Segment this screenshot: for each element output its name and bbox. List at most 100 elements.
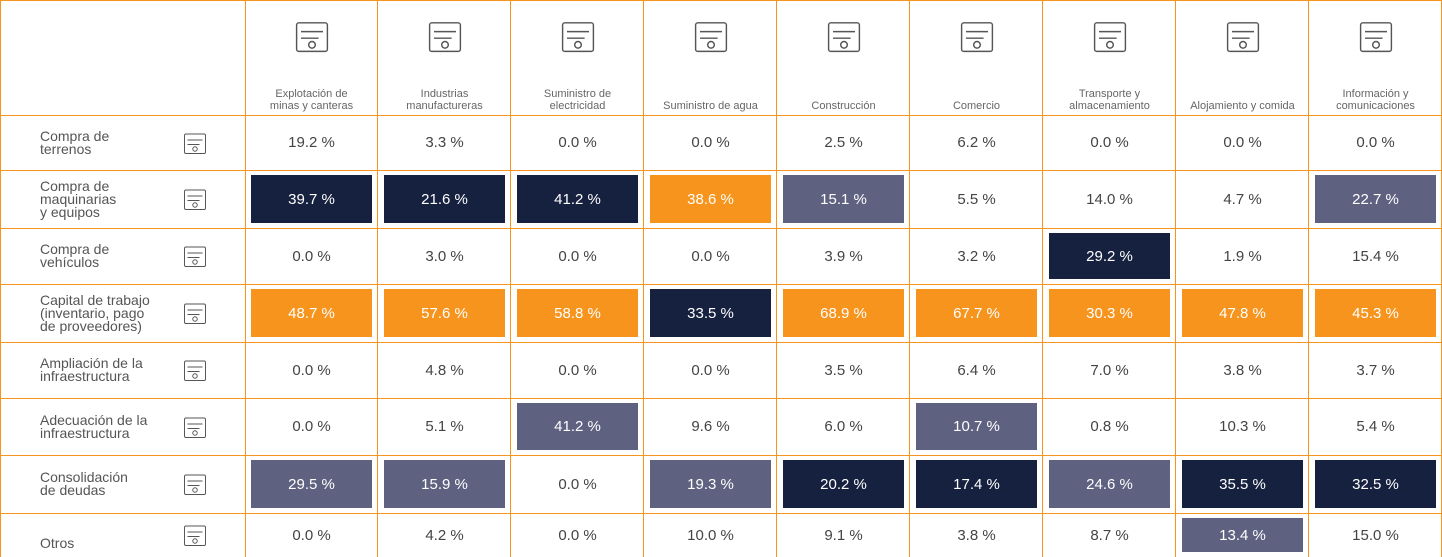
column-icon — [1221, 14, 1265, 58]
value-cell: 0.0 % — [1356, 134, 1395, 151]
value-cell: 6.4 % — [957, 361, 996, 379]
value-cell: 3.8 % — [957, 526, 996, 544]
row-border — [0, 342, 1442, 343]
row-border — [0, 0, 1442, 1]
value-cell: 24.6 % — [1049, 460, 1170, 508]
column-header: Suministro de agua — [663, 100, 758, 112]
column-border — [1042, 0, 1043, 557]
row-label: terrenos — [40, 140, 92, 157]
value-cell: 17.4 % — [916, 460, 1037, 508]
value-cell: 19.3 % — [650, 460, 771, 508]
value-cell: 3.5 % — [824, 361, 863, 379]
row-label: de deudas — [40, 482, 106, 498]
value-cell: 7.0 % — [1090, 361, 1129, 379]
value-cell: 3.9 % — [824, 247, 863, 265]
column-border — [510, 0, 511, 557]
row-label: (inventario, pago — [40, 304, 145, 321]
value-cell: 15.4 % — [1352, 247, 1399, 265]
column-header: manufactureras — [406, 100, 483, 112]
row-label: vehículos — [40, 254, 100, 270]
row-label: de proveedores) — [40, 317, 142, 334]
column-header: Explotación de — [275, 88, 348, 100]
value-cell: 22.7 % — [1315, 175, 1436, 223]
value-cell: 0.0 % — [1223, 134, 1262, 151]
row-border — [0, 455, 1442, 456]
column-header: Suministro de — [543, 88, 612, 100]
value-cell: 67.7 % — [916, 289, 1037, 337]
value-cell: 41.2 % — [517, 175, 638, 223]
column-border — [909, 0, 910, 557]
column-icon — [955, 14, 999, 58]
value-cell: 45.3 % — [1315, 289, 1436, 337]
value-cell: 4.8 % — [425, 361, 464, 379]
value-cell: 9.6 % — [691, 418, 730, 435]
value-cell: 0.0 % — [558, 134, 597, 151]
column-header: Transporte y — [1078, 88, 1141, 100]
value-cell: 5.4 % — [1356, 418, 1395, 435]
value-cell: 13.4 % — [1182, 518, 1303, 552]
value-cell: 30.3 % — [1049, 289, 1170, 337]
column-header: Alojamiento y comida — [1190, 100, 1295, 112]
row-label: Consolidación — [40, 469, 128, 485]
row-label: Compra de — [40, 177, 110, 194]
column-header: minas y canteras — [269, 100, 354, 112]
column-icon — [689, 14, 733, 58]
value-cell: 10.7 % — [916, 403, 1037, 450]
column-header: almacenamiento — [1069, 100, 1150, 112]
row-icon — [180, 412, 210, 442]
value-cell: 15.0 % — [1352, 526, 1399, 544]
column-border — [776, 0, 777, 557]
value-cell: 29.2 % — [1049, 233, 1170, 279]
row-icon — [180, 241, 210, 271]
value-cell: 3.0 % — [425, 247, 464, 265]
value-cell: 0.0 % — [558, 526, 597, 544]
value-cell: 1.9 % — [1223, 247, 1262, 265]
row-label: Ampliación de la — [40, 355, 143, 371]
row-border — [0, 284, 1442, 285]
value-cell: 0.8 % — [1090, 418, 1129, 435]
column-border — [1308, 0, 1309, 557]
value-cell: 0.0 % — [558, 361, 597, 379]
value-cell: 0.0 % — [1090, 134, 1129, 151]
column-icon — [1088, 14, 1132, 58]
value-cell: 29.5 % — [251, 460, 372, 508]
value-cell: 68.9 % — [783, 289, 904, 337]
value-cell: 32.5 % — [1315, 460, 1436, 508]
row-icon — [180, 520, 210, 550]
column-header: electricidad — [549, 100, 606, 112]
row-icon — [180, 298, 210, 328]
value-cell: 4.7 % — [1223, 190, 1262, 208]
column-icon — [556, 14, 600, 58]
column-icon — [1354, 14, 1398, 58]
row-label: Adecuación de la — [40, 411, 148, 428]
column-border — [1175, 0, 1176, 557]
column-icon — [290, 14, 334, 58]
value-cell: 35.5 % — [1182, 460, 1303, 508]
value-cell: 21.6 % — [384, 175, 505, 223]
column-border — [377, 0, 378, 557]
column-icon — [423, 14, 467, 58]
row-icon — [180, 128, 210, 158]
value-cell: 3.8 % — [1223, 361, 1262, 379]
value-cell: 6.2 % — [957, 134, 996, 151]
value-cell: 47.8 % — [1182, 289, 1303, 337]
value-cell: 0.0 % — [691, 247, 730, 265]
value-cell: 0.0 % — [292, 418, 331, 435]
row-label: Compra de — [40, 241, 110, 257]
value-cell: 3.7 % — [1356, 361, 1395, 379]
value-cell: 48.7 % — [251, 289, 372, 337]
value-cell: 33.5 % — [650, 289, 771, 337]
value-cell: 0.0 % — [558, 475, 597, 493]
value-cell: 5.5 % — [957, 190, 996, 208]
value-cell: 10.3 % — [1219, 418, 1266, 435]
value-cell: 0.0 % — [292, 526, 331, 544]
row-border — [0, 228, 1442, 229]
row-label: y equipos — [40, 203, 100, 220]
value-cell: 4.2 % — [425, 526, 464, 544]
row-label: infraestructura — [40, 424, 130, 441]
row-label: Compra de — [40, 127, 110, 144]
value-cell: 8.7 % — [1090, 526, 1129, 544]
row-icon — [180, 355, 210, 385]
row-border — [0, 115, 1442, 116]
